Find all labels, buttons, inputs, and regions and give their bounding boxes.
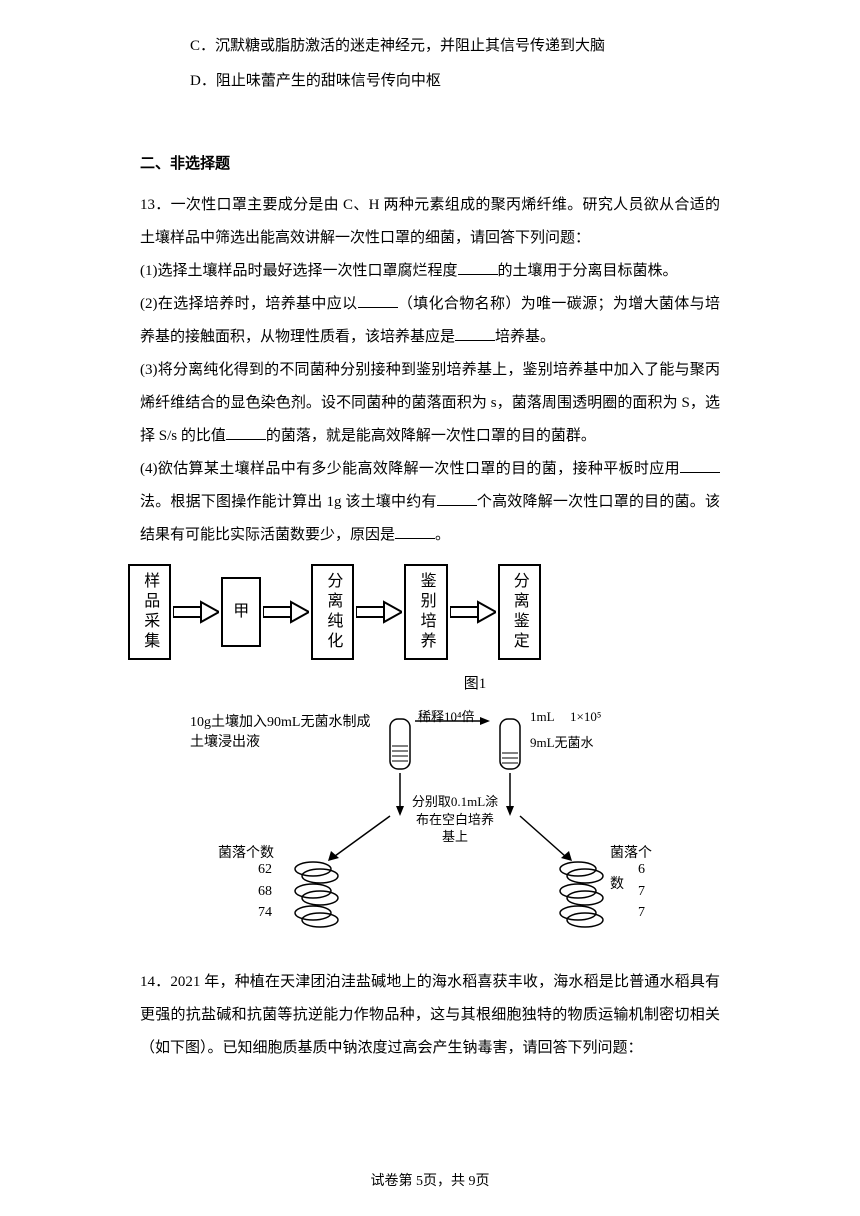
left-count-1: 68 [258,881,272,903]
q13-4-text-b: 法。根据下图操作能计算出 1g 该土壤中约有 [140,494,437,510]
arrow-icon [173,600,219,624]
flowchart-box-1: 样品采集 [128,564,171,660]
arrow-icon [450,600,496,624]
section-2-heading: 二、非选择题 [140,148,720,181]
q13-4-text-a: (4)欲估算某土壤样品中有多少能高效降解一次性口罩的目的菌，接种平板时应用 [140,461,680,477]
diagram2-middle-label: 分别取0.1mL涂布在空白培养基上 [410,793,500,846]
right-count-0: 6 [638,859,645,881]
diagram2-1ml-label: 1mL [530,703,555,732]
diagram2-left-counts: 62 68 74 [258,859,272,924]
flowchart-box-4: 鉴别培养 [404,564,447,660]
diagram2-sterile-label: 9mL无菌水 [530,729,594,758]
blank-3 [455,326,495,341]
flowchart-box-2: 甲 [221,577,261,647]
right-count-2: 7 [638,902,645,924]
diagram2-dilution-label: 稀释10⁴倍 [418,703,475,732]
flowchart-box-3: 分离纯化 [311,564,354,660]
arrow-icon [356,600,402,624]
question-13-1: (1)选择土壤样品时最好选择一次性口罩腐烂程度 的土壤用于分离目标菌株。 [140,255,720,288]
q13-2-text-a: (2)在选择培养时，培养基中应以 [140,296,358,312]
question-13-3: (3)将分离纯化得到的不同菌种分别接种到鉴别培养基上，鉴别培养基中加入了能与聚丙… [140,354,720,453]
left-count-2: 74 [258,902,272,924]
page-footer: 试卷第 5页，共 9页 [0,1167,860,1198]
q13-3-text-b: 的菌落，就是能高效降解一次性口罩的目的菌群。 [266,428,596,444]
diagram2-right-counts: 6 7 7 [638,859,645,924]
diagram2-topleft-label: 10g土壤加入90mL无菌水制成土壤浸出液 [190,713,380,752]
flowchart-box-5: 分离鉴定 [498,564,541,660]
blank-7 [395,524,435,539]
diagram2-right-colonies-label: 菌落个数 [610,839,660,901]
right-count-1: 7 [638,881,645,903]
diagram-1-caption: 图1 [230,668,720,701]
left-count-0: 62 [258,859,272,881]
q13-2-text-c: 培养基。 [495,329,555,345]
question-13-intro: 13．一次性口罩主要成分是由 C、H 两种元素组成的聚丙烯纤维。研究人员欲从合适… [140,189,720,255]
diagram-2-procedure: 10g土壤加入90mL无菌水制成土壤浸出液 稀释10⁴倍 1mL 1×10⁵ 9… [200,711,660,954]
blank-2 [358,293,398,308]
blank-5 [680,458,720,473]
blank-4 [226,425,266,440]
q13-4-text-d: 。 [435,527,450,543]
option-c: C．沉默糖或脂肪激活的迷走神经元，并阻止其信号传递到大脑 [140,30,720,63]
question-14: 14．2021 年，种植在天津团泊洼盐碱地上的海水稻喜获丰收，海水稻是比普通水稻… [140,966,720,1065]
blank-1 [458,260,498,275]
q13-1-text-a: (1)选择土壤样品时最好选择一次性口罩腐烂程度 [140,263,458,279]
arrow-icon [263,600,309,624]
q13-1-text-b: 的土壤用于分离目标菌株。 [498,263,678,279]
question-13-4: (4)欲估算某土壤样品中有多少能高效降解一次性口罩的目的菌，接种平板时应用法。根… [140,453,720,552]
blank-6 [437,491,477,506]
option-d: D．阻止味蕾产生的甜味信号传向中枢 [140,65,720,98]
diagram2-ratio-label: 1×10⁵ [570,703,601,732]
diagram-1-flowchart: 样品采集 甲 分离纯化 鉴别培养 分离鉴定 [128,564,720,660]
question-13-2: (2)在选择培养时，培养基中应以（填化合物名称）为唯一碳源；为增大菌体与培养基的… [140,288,720,354]
